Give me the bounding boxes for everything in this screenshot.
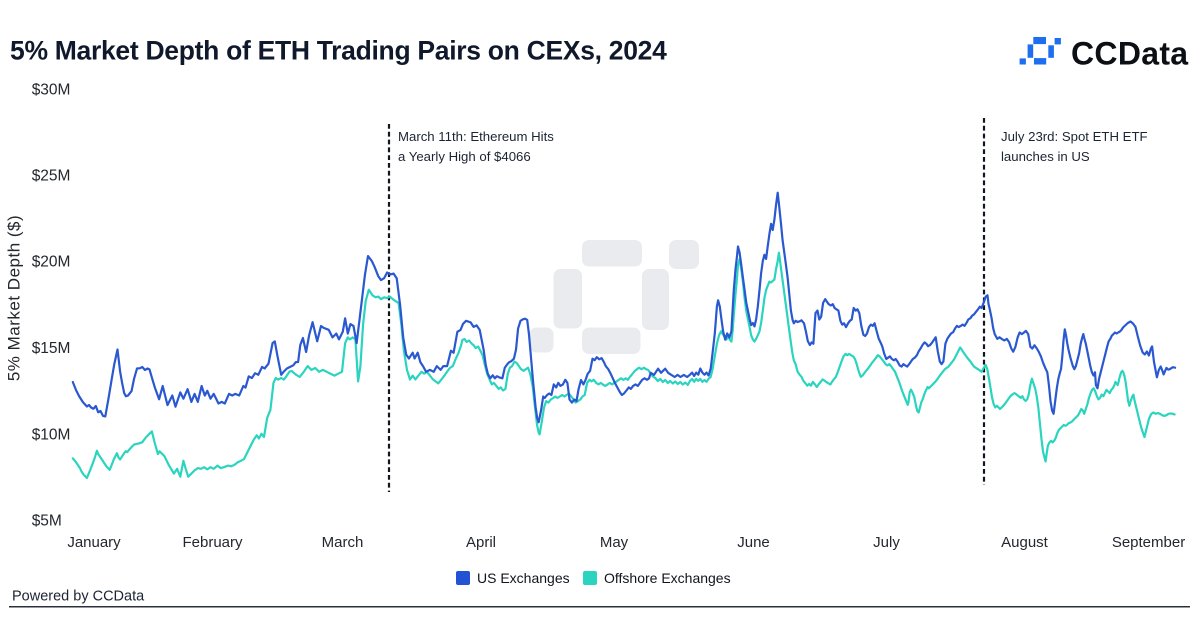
- svg-text:February: February: [182, 534, 243, 551]
- svg-text:May: May: [600, 534, 629, 551]
- svg-text:$20M: $20M: [32, 254, 71, 271]
- svg-text:January: January: [67, 534, 121, 551]
- svg-text:July: July: [873, 534, 900, 551]
- svg-text:August: August: [1001, 534, 1049, 551]
- svg-text:March 11th: Ethereum Hits: March 11th: Ethereum Hits: [398, 129, 554, 144]
- svg-text:$15M: $15M: [32, 340, 71, 357]
- svg-text:5% Market Depth of ETH Trading: 5% Market Depth of ETH Trading Pairs on …: [10, 36, 667, 66]
- svg-text:$25M: $25M: [32, 168, 71, 185]
- svg-text:Powered by CCData: Powered by CCData: [12, 589, 145, 605]
- svg-text:US Exchanges: US Exchanges: [477, 570, 570, 586]
- svg-text:July 23rd: Spot ETH ETF: July 23rd: Spot ETH ETF: [1001, 129, 1148, 144]
- svg-text:$10M: $10M: [32, 426, 71, 443]
- svg-text:March: March: [322, 534, 364, 551]
- svg-text:September: September: [1112, 534, 1185, 551]
- svg-text:launches in US: launches in US: [1001, 149, 1090, 164]
- svg-text:Offshore Exchanges: Offshore Exchanges: [604, 570, 731, 586]
- svg-text:$30M: $30M: [32, 82, 71, 99]
- svg-text:$5M: $5M: [32, 513, 62, 530]
- svg-text:CCData: CCData: [1071, 36, 1188, 72]
- svg-text:5% Market Depth ($): 5% Market Depth ($): [5, 215, 24, 381]
- svg-text:April: April: [466, 534, 496, 551]
- svg-text:a Yearly High of $4066: a Yearly High of $4066: [398, 149, 531, 164]
- svg-text:June: June: [737, 534, 770, 551]
